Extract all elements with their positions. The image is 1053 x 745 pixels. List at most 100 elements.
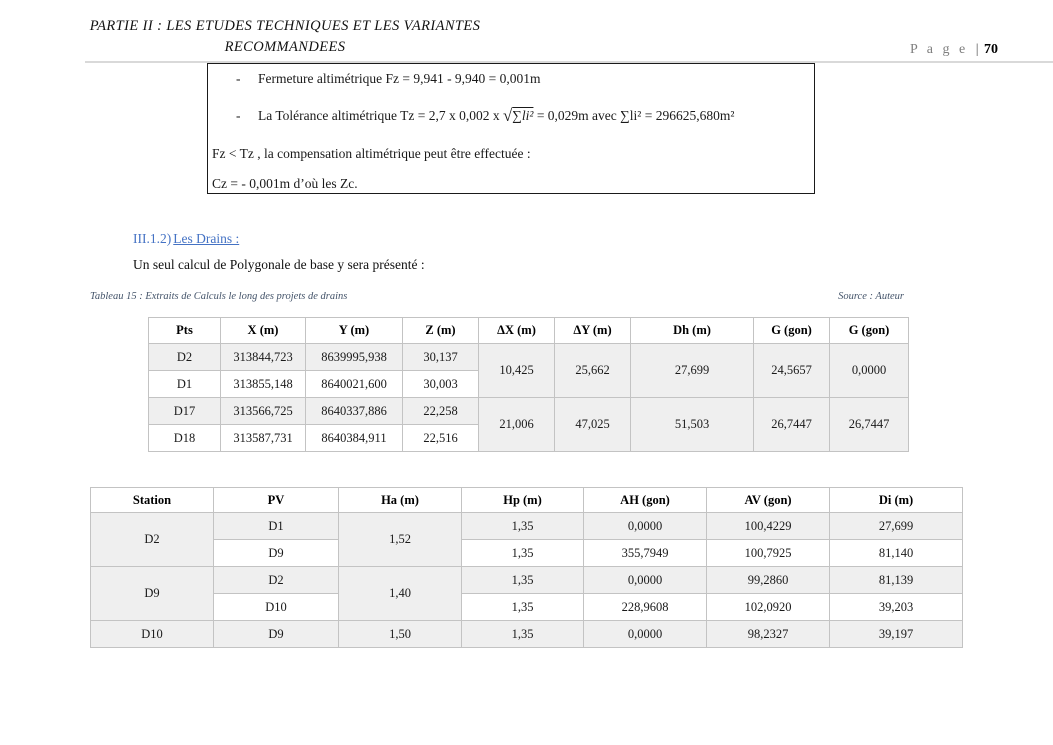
cell-di: 39,197 bbox=[829, 620, 963, 648]
col-header-ha: Ha (m) bbox=[338, 487, 462, 513]
cell-ah: 0,0000 bbox=[583, 620, 707, 648]
cell-hp: 1,35 bbox=[461, 620, 584, 648]
col-header-g1: G (gon) bbox=[753, 317, 830, 344]
page-separator: | bbox=[975, 42, 979, 57]
cell-dy: 25,662 bbox=[554, 343, 631, 398]
col-header-dh: Dh (m) bbox=[630, 317, 754, 344]
section-heading: III.1.2) Les Drains : bbox=[133, 231, 239, 247]
cell-station: D10 bbox=[90, 620, 214, 648]
header-title-line1: PARTIE II : LES ETUDES TECHNIQUES ET LES… bbox=[89, 18, 481, 34]
table-row: D1 313855,148 8640021,600 30,003 bbox=[148, 370, 909, 398]
col-header-pts: Pts bbox=[148, 317, 221, 344]
cell-pts: D18 bbox=[148, 424, 221, 452]
col-header-dx: ΔX (m) bbox=[478, 317, 555, 344]
cell-z: 30,003 bbox=[402, 370, 479, 398]
cell-hp: 1,35 bbox=[461, 512, 584, 540]
cell-di: 81,140 bbox=[829, 539, 963, 567]
cell-pv: D9 bbox=[213, 539, 339, 567]
table-header-row: Pts X (m) Y (m) Z (m) ΔX (m) ΔY (m) Dh (… bbox=[148, 317, 909, 344]
table-row: D2 D1 1,52 1,35 0,0000 100,4229 27,699 bbox=[90, 512, 963, 567]
col-header-g2: G (gon) bbox=[829, 317, 909, 344]
cell-g2: 0,0000 bbox=[829, 343, 909, 398]
cell-ah: 228,9608 bbox=[583, 593, 707, 621]
cell-pv: D9 bbox=[213, 620, 339, 648]
header-title-line2: RECOMMANDEES bbox=[224, 39, 346, 55]
station-table: Station PV Ha (m) Hp (m) AH (gon) AV (go… bbox=[90, 487, 963, 648]
col-header-di: Di (m) bbox=[829, 487, 963, 513]
cell-di: 81,139 bbox=[829, 566, 963, 594]
cell-pts: D17 bbox=[148, 397, 221, 425]
formula-tolerance: - La Tolérance altimétrique Tz = 2,7 x 0,… bbox=[236, 106, 734, 126]
cell-z: 22,258 bbox=[402, 397, 479, 425]
cell-av: 102,0920 bbox=[706, 593, 830, 621]
cell-pts: D2 bbox=[148, 343, 221, 371]
formula-compensation: Fz < Tz , la compensation altimétrique p… bbox=[212, 146, 531, 161]
cell-g1: 24,5657 bbox=[753, 343, 830, 398]
polygonal-table: Pts X (m) Y (m) Z (m) ΔX (m) ΔY (m) Dh (… bbox=[148, 317, 909, 452]
cell-station: D9 bbox=[90, 566, 214, 621]
formula-cz: Cz = - 0,001m d’où les Zc. bbox=[212, 176, 358, 191]
col-header-hp: Hp (m) bbox=[461, 487, 584, 513]
bullet-dash: - bbox=[236, 108, 241, 123]
cell-hp: 1,35 bbox=[461, 566, 584, 594]
table-caption: Tableau 15 : Extraits de Calculs le long… bbox=[90, 291, 348, 302]
cell-dh: 51,503 bbox=[630, 397, 754, 452]
table-row: D18 313587,731 8640384,911 22,516 bbox=[148, 424, 909, 452]
formula-tolerance-post: = 0,029m avec ∑li² = 296625,680m² bbox=[533, 108, 735, 123]
page-indicator: P a g e | 70 bbox=[910, 42, 998, 58]
table-row: D9 D2 1,40 1,35 0,0000 99,2860 81,139 bbox=[90, 566, 963, 621]
cell-dx: 10,425 bbox=[478, 343, 555, 398]
table-caption-row: Tableau 15 : Extraits de Calculs le long… bbox=[90, 291, 904, 302]
cell-pv: D2 bbox=[213, 566, 339, 594]
cell-di: 27,699 bbox=[829, 512, 963, 540]
cell-av: 100,7925 bbox=[706, 539, 830, 567]
cell-hp: 1,35 bbox=[461, 539, 584, 567]
table-row: D2 313844,723 8639995,938 30,137 10,425 … bbox=[148, 343, 909, 398]
col-header-x: X (m) bbox=[220, 317, 306, 344]
cell-g2: 26,7447 bbox=[829, 397, 909, 452]
cell-ah: 0,0000 bbox=[583, 512, 707, 540]
col-header-av: AV (gon) bbox=[706, 487, 830, 513]
cell-y: 8639995,938 bbox=[305, 343, 403, 371]
cell-z: 30,137 bbox=[402, 343, 479, 371]
table-row: D9 1,35 355,7949 100,7925 81,140 bbox=[91, 539, 963, 567]
cell-y: 8640021,600 bbox=[305, 370, 403, 398]
cell-y: 8640337,886 bbox=[305, 397, 403, 425]
cell-ha: 1,50 bbox=[338, 620, 462, 648]
col-header-station: Station bbox=[90, 487, 214, 513]
formula-fermeture: - Fermeture altimétrique Fz = 9,941 - 9,9… bbox=[236, 71, 541, 87]
formula-fermeture-text: Fermeture altimétrique Fz = 9,941 - 9,94… bbox=[258, 71, 541, 86]
source-caption: Source : Auteur bbox=[838, 291, 904, 302]
sqrt-content: ∑li² bbox=[512, 108, 534, 123]
formula-tolerance-pre: La Tolérance altimétrique Tz = 2,7 x 0,0… bbox=[258, 108, 503, 123]
cell-x: 313844,723 bbox=[220, 343, 306, 371]
cell-ha: 1,52 bbox=[338, 512, 462, 567]
cell-dx: 21,006 bbox=[478, 397, 555, 452]
table-header-row: Station PV Ha (m) Hp (m) AH (gon) AV (go… bbox=[90, 487, 963, 513]
section-number: III.1.2) bbox=[133, 231, 172, 246]
cell-pv: D10 bbox=[213, 593, 339, 621]
cell-g1: 26,7447 bbox=[753, 397, 830, 452]
cell-ha: 1,40 bbox=[338, 566, 462, 621]
formula-box: - Fermeture altimétrique Fz = 9,941 - 9,9… bbox=[207, 63, 815, 194]
table-row: D17 313566,725 8640337,886 22,258 21,006… bbox=[148, 397, 909, 452]
cell-dy: 47,025 bbox=[554, 397, 631, 452]
bullet-dash: - bbox=[236, 71, 241, 86]
cell-station: D2 bbox=[90, 512, 214, 567]
cell-z: 22,516 bbox=[402, 424, 479, 452]
cell-y: 8640384,911 bbox=[305, 424, 403, 452]
col-header-dy: ΔY (m) bbox=[554, 317, 631, 344]
cell-di: 39,203 bbox=[829, 593, 963, 621]
section-title-link[interactable]: Les Drains : bbox=[173, 231, 240, 246]
cell-ah: 0,0000 bbox=[583, 566, 707, 594]
cell-av: 98,2327 bbox=[706, 620, 830, 648]
cell-pts: D1 bbox=[148, 370, 221, 398]
col-header-z: Z (m) bbox=[402, 317, 479, 344]
cell-x: 313587,731 bbox=[220, 424, 306, 452]
cell-x: 313855,148 bbox=[220, 370, 306, 398]
document-header: PARTIE II : LES ETUDES TECHNIQUES ET LES… bbox=[60, 16, 510, 58]
cell-pv: D1 bbox=[213, 512, 339, 540]
cell-av: 100,4229 bbox=[706, 512, 830, 540]
col-header-y: Y (m) bbox=[305, 317, 403, 344]
table-row: D10 D9 1,50 1,35 0,0000 98,2327 39,197 bbox=[90, 620, 963, 648]
